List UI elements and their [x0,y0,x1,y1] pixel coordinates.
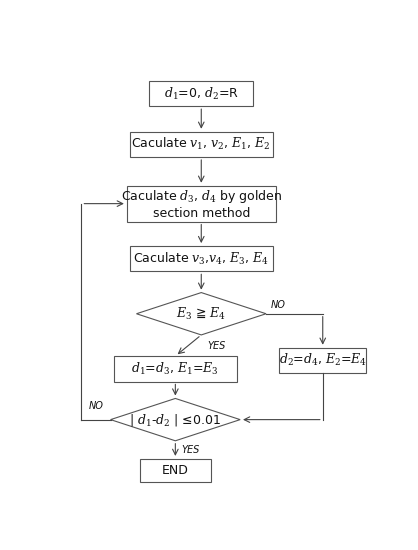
FancyBboxPatch shape [150,81,253,106]
Text: | $d_1$-$d_2$ | ≤0.01: | $d_1$-$d_2$ | ≤0.01 [130,411,221,427]
Text: YES: YES [208,340,226,350]
Text: NO: NO [271,300,286,310]
FancyBboxPatch shape [140,459,211,482]
Text: END: END [162,464,189,477]
Text: $d_2$=$d_4$, $E_2$=$E_4$: $d_2$=$d_4$, $E_2$=$E_4$ [279,353,367,368]
FancyBboxPatch shape [127,186,276,222]
Text: Caculate $v_3$,$v_4$, $E_3$, $E_4$: Caculate $v_3$,$v_4$, $E_3$, $E_4$ [133,251,269,267]
Text: $E_3$ ≧ $E_4$: $E_3$ ≧ $E_4$ [176,306,226,322]
Text: YES: YES [182,445,200,455]
Text: $d_1$=0, $d_2$=R: $d_1$=0, $d_2$=R [164,85,239,102]
FancyBboxPatch shape [279,348,367,373]
Text: $d_1$=$d_3$, $E_1$=$E_3$: $d_1$=$d_3$, $E_1$=$E_3$ [132,361,219,377]
Text: Caculate $v_1$, $v_2$, $E_1$, $E_2$: Caculate $v_1$, $v_2$, $E_1$, $E_2$ [132,136,271,152]
Polygon shape [136,293,266,335]
FancyBboxPatch shape [130,246,273,271]
FancyBboxPatch shape [114,356,237,382]
FancyBboxPatch shape [130,131,273,157]
Polygon shape [110,398,240,441]
Text: Caculate $d_3$, $d_4$ by golden
section method: Caculate $d_3$, $d_4$ by golden section … [120,188,282,219]
Text: NO: NO [89,401,104,411]
